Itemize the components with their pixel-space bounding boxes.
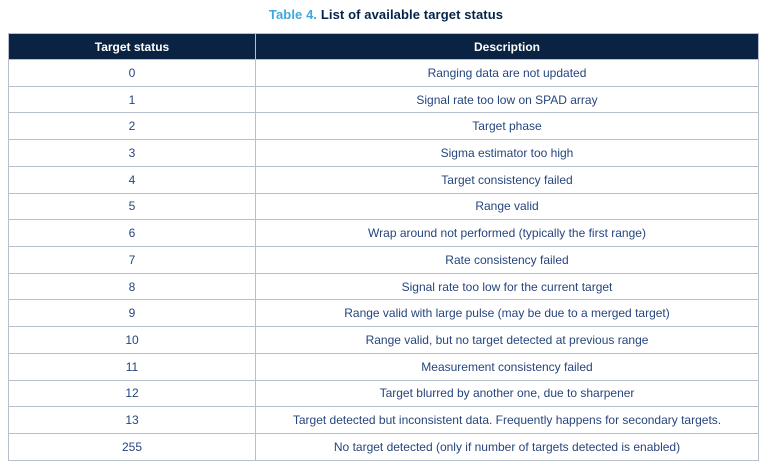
- description-cell: Signal rate too low for the current targ…: [255, 272, 759, 301]
- table-row: 4 Target consistency failed: [8, 165, 759, 194]
- description-cell: Range valid, but no target detected at p…: [255, 326, 759, 354]
- target-status-cell: 8: [8, 272, 256, 301]
- target-status-cell: 4: [8, 165, 256, 194]
- target-status-cell: 11: [8, 352, 256, 381]
- target-status-cell: 1: [8, 85, 256, 114]
- target-status-cell: 6: [8, 219, 256, 248]
- target-status-cell: 0: [8, 59, 256, 87]
- description-cell: Signal rate too low on SPAD array: [255, 85, 759, 114]
- description-cell: Range valid with large pulse (may be due…: [255, 299, 759, 328]
- table-caption-title: List of available target status: [320, 7, 504, 22]
- table-row: 8 Signal rate too low for the current ta…: [8, 272, 759, 301]
- description-cell: Target detected but inconsistent data. F…: [255, 406, 759, 435]
- target-status-table: Target status Description 0 Ranging data…: [8, 33, 759, 461]
- table-row: 12 Target blurred by another one, due to…: [8, 379, 759, 408]
- table-header-row: Target status Description: [8, 33, 759, 60]
- table-caption-label: Table 4.: [268, 7, 318, 22]
- description-cell: Rate consistency failed: [255, 246, 759, 274]
- table-row: 255 No target detected (only if number o…: [8, 433, 759, 461]
- description-cell: No target detected (only if number of ta…: [255, 433, 759, 461]
- target-status-cell: 255: [8, 433, 256, 461]
- table-row: 13 Target detected but inconsistent data…: [8, 406, 759, 435]
- table-row: 3 Sigma estimator too high: [8, 139, 759, 167]
- table-row: 2 Target phase: [8, 112, 759, 141]
- target-status-cell: 7: [8, 246, 256, 274]
- target-status-cell: 13: [8, 406, 256, 435]
- description-cell: Target blurred by another one, due to sh…: [255, 379, 759, 408]
- table-row: 7 Rate consistency failed: [8, 246, 759, 274]
- table-row: 5 Range valid: [8, 192, 759, 221]
- description-cell: Target phase: [255, 112, 759, 141]
- table-row: 1 Signal rate too low on SPAD array: [8, 85, 759, 114]
- description-cell: Wrap around not performed (typically the…: [255, 219, 759, 248]
- target-status-cell: 2: [8, 112, 256, 141]
- target-status-cell: 10: [8, 326, 256, 354]
- target-status-cell: 3: [8, 139, 256, 167]
- description-cell: Measurement consistency failed: [255, 352, 759, 381]
- description-cell: Sigma estimator too high: [255, 139, 759, 167]
- table-row: 6 Wrap around not performed (typically t…: [8, 219, 759, 248]
- column-header-target-status: Target status: [8, 33, 256, 60]
- target-status-cell: 12: [8, 379, 256, 408]
- target-status-cell: 5: [8, 192, 256, 221]
- table-caption: Table 4. List of available target status: [0, 7, 772, 22]
- table-row: 10 Range valid, but no target detected a…: [8, 326, 759, 354]
- table-row: 0 Ranging data are not updated: [8, 59, 759, 87]
- table-row: 11 Measurement consistency failed: [8, 352, 759, 381]
- table-row: 9 Range valid with large pulse (may be d…: [8, 299, 759, 328]
- description-cell: Ranging data are not updated: [255, 59, 759, 87]
- description-cell: Range valid: [255, 192, 759, 221]
- target-status-cell: 9: [8, 299, 256, 328]
- column-header-description: Description: [255, 33, 759, 60]
- description-cell: Target consistency failed: [255, 165, 759, 194]
